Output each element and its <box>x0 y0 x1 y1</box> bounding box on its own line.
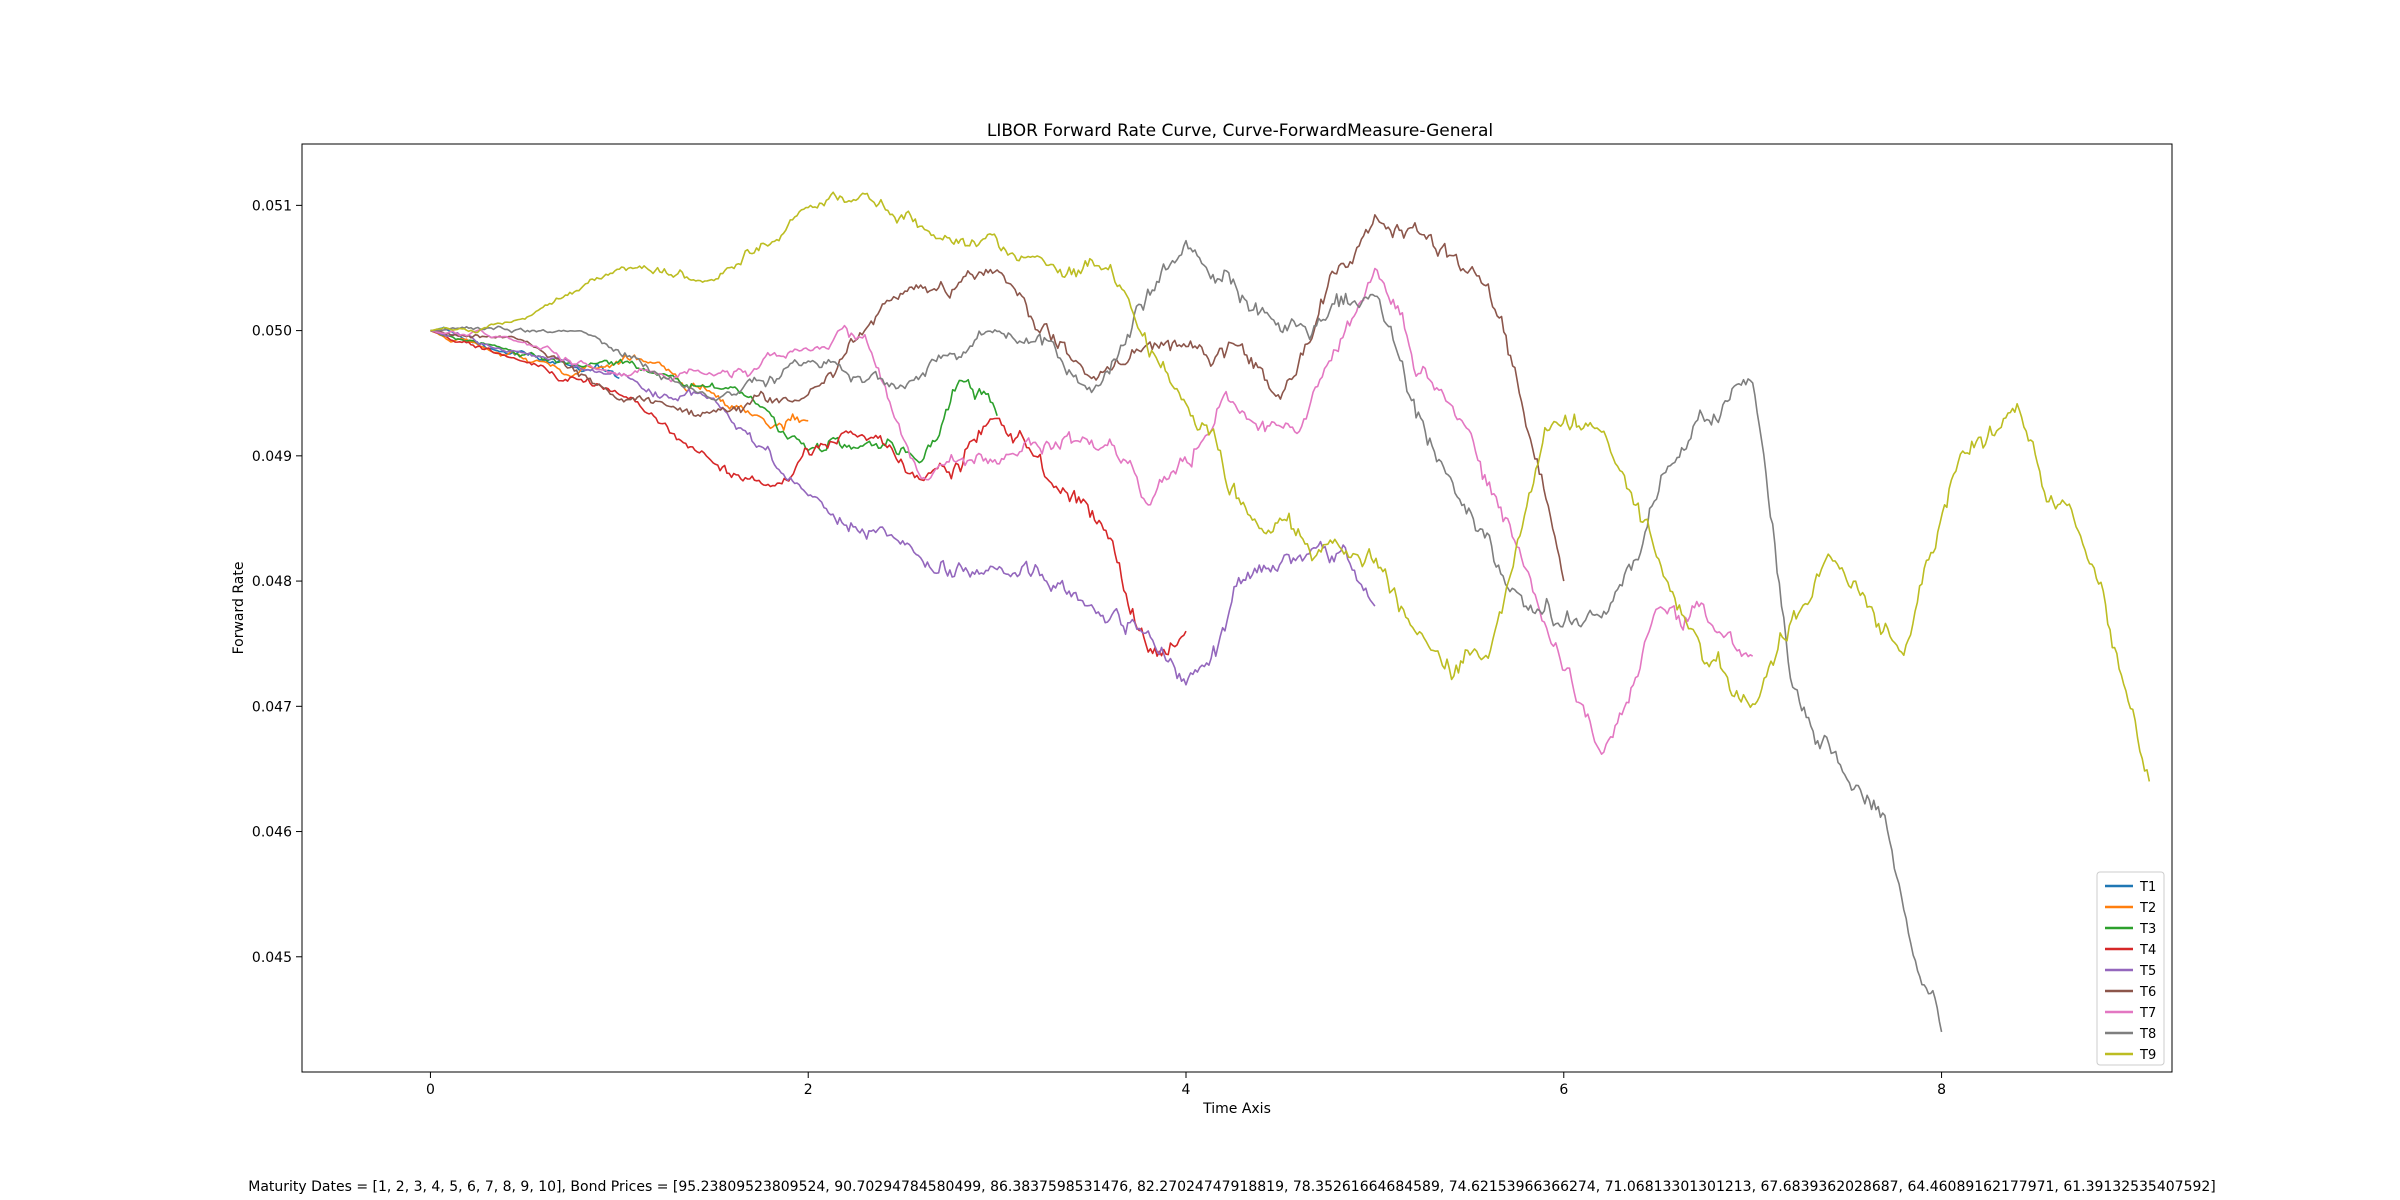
legend-label-t2: T2 <box>2139 901 2156 916</box>
legend-label-t4: T4 <box>2139 943 2156 958</box>
series-line-t8 <box>430 239 1943 1033</box>
y-tick-label: 0.046 <box>252 825 292 841</box>
plot-frame <box>301 143 2173 1073</box>
y-tick-label: 0.045 <box>252 950 292 966</box>
series-line-t5 <box>430 329 1376 686</box>
series-layer <box>430 191 2151 1033</box>
y-tick-label: 0.048 <box>252 574 292 590</box>
x-tick-label: 6 <box>1559 1082 1568 1098</box>
y-tick-label: 0.047 <box>252 699 292 715</box>
legend-label-t1: T1 <box>2139 880 2156 895</box>
legend-label-t3: T3 <box>2139 922 2156 937</box>
x-axis: 0 2 4 6 8 <box>426 1072 1946 1098</box>
x-axis-label: Time Axis <box>1202 1101 1271 1117</box>
series-line-t9 <box>430 191 2151 782</box>
series-line-t6 <box>430 214 1565 582</box>
legend: T1 T2 T3 T4 T5 T6 T7 T8 T9 <box>2096 871 2165 1066</box>
plot-area <box>301 143 2173 1073</box>
legend-label-t8: T8 <box>2139 1027 2156 1042</box>
legend-label-t9: T9 <box>2139 1048 2156 1063</box>
series-line-t3 <box>430 329 998 464</box>
y-axis: 0.045 0.046 0.047 0.048 0.049 0.050 0.051 <box>252 198 302 966</box>
footer-caption: Maturity Dates = [1, 2, 3, 4, 5, 6, 7, 8… <box>248 1179 2216 1195</box>
x-tick-label: 2 <box>804 1082 813 1098</box>
y-tick-label: 0.050 <box>252 324 292 340</box>
legend-label-t5: T5 <box>2139 964 2156 979</box>
y-tick-label: 0.051 <box>252 198 292 214</box>
legend-label-t7: T7 <box>2139 1006 2156 1021</box>
y-axis-label: Forward Rate <box>231 562 247 655</box>
x-tick-label: 8 <box>1937 1082 1946 1098</box>
x-tick-label: 0 <box>426 1082 435 1098</box>
legend-label-t6: T6 <box>2139 985 2156 1000</box>
legend-box <box>2096 871 2165 1066</box>
chart-title: LIBOR Forward Rate Curve, Curve-ForwardM… <box>987 121 1493 141</box>
y-tick-label: 0.049 <box>252 449 292 465</box>
x-tick-label: 4 <box>1182 1082 1191 1098</box>
series-line-t4 <box>430 329 1187 657</box>
